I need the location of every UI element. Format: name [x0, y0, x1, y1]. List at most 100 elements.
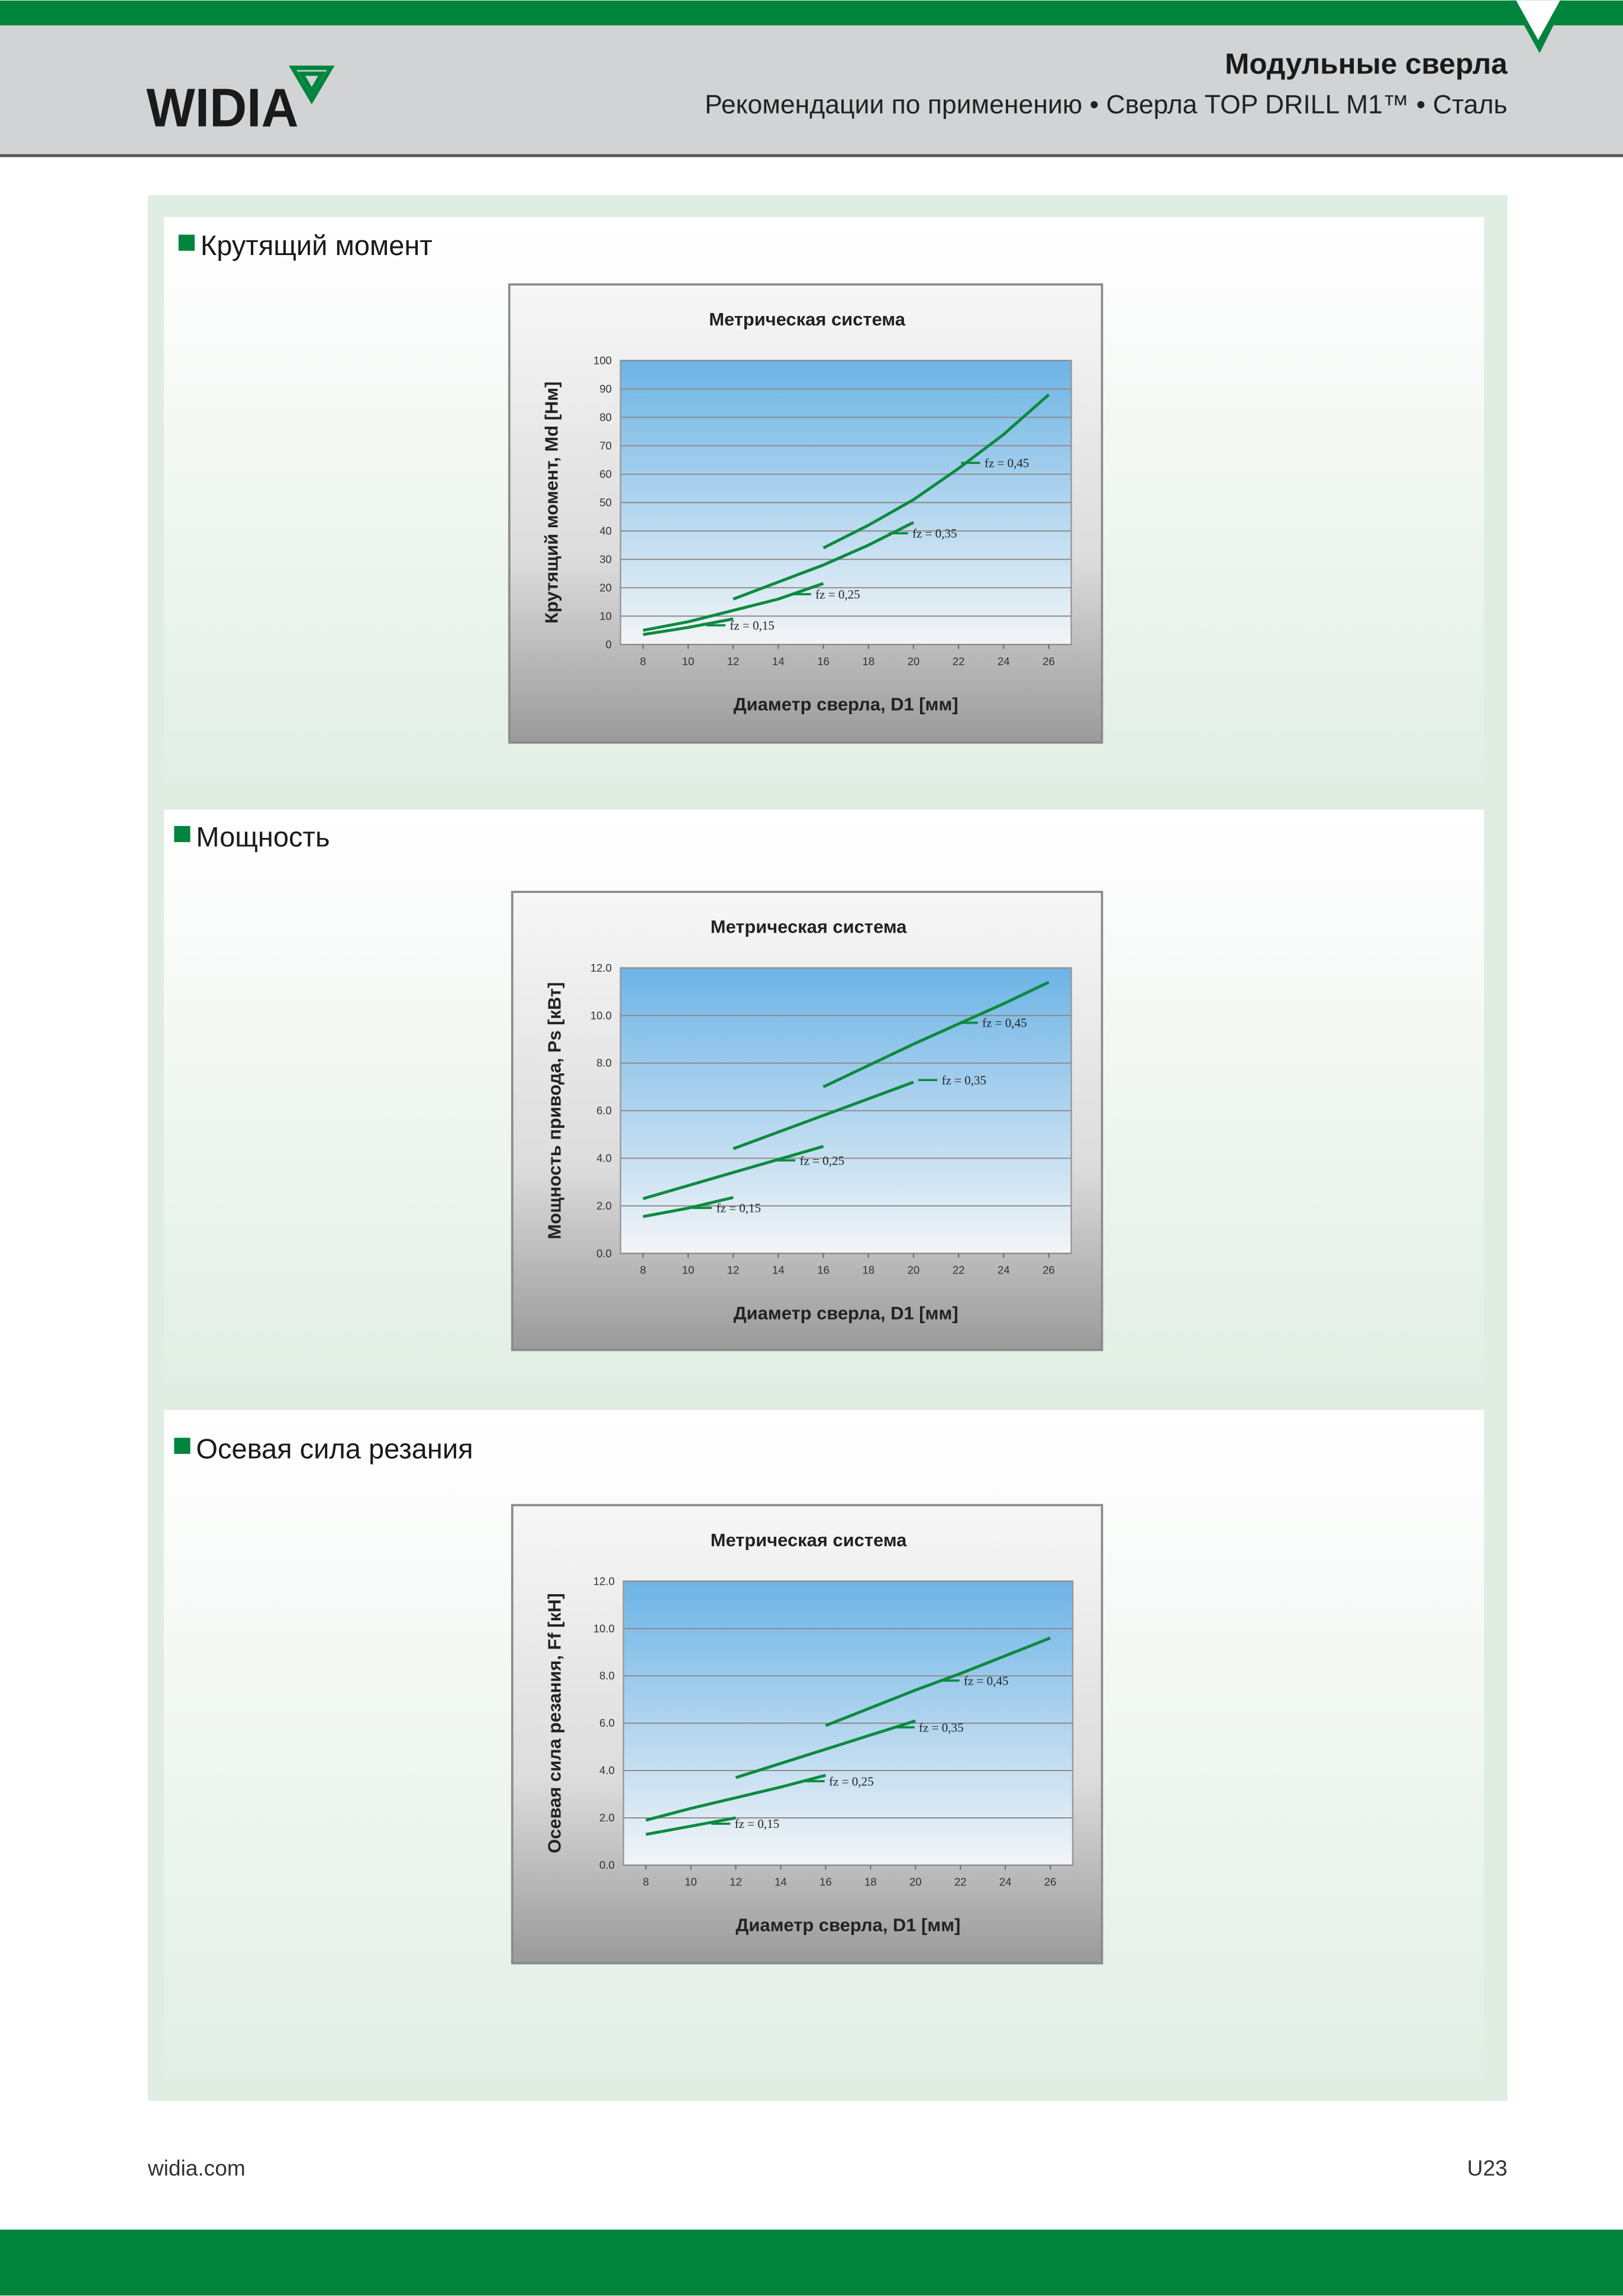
- series-line: [646, 1816, 736, 1836]
- header-title: Модульные сверла: [1225, 48, 1508, 80]
- footer-url: widia.com: [147, 2155, 246, 2180]
- y-tick-label: 80: [599, 411, 612, 423]
- x-tick-label: 18: [862, 655, 875, 667]
- series-line: [822, 394, 1050, 550]
- chart-title: Метрическая система: [709, 309, 905, 330]
- y-tick-label: 10.0: [591, 1009, 612, 1021]
- series-line: [733, 1081, 914, 1150]
- series-label: fz = 0,15: [730, 618, 774, 633]
- x-tick-label: 22: [953, 655, 965, 667]
- series-label: fz = 0,45: [982, 1016, 1027, 1030]
- chart-title: Метрическая система: [711, 1530, 907, 1550]
- y-tick-label: 20: [599, 581, 612, 594]
- series-label: fz = 0,35: [919, 1720, 963, 1734]
- y-tick-label: 60: [599, 467, 612, 480]
- section-heading: Мощность: [196, 821, 330, 852]
- page-number: U23: [1467, 2155, 1508, 2180]
- series-label: fz = 0,15: [735, 1817, 779, 1831]
- series-label: fz = 0,45: [964, 1673, 1008, 1688]
- series-label: fz = 0,35: [912, 527, 957, 541]
- y-tick-label: 0.0: [599, 1859, 615, 1871]
- x-tick-label: 26: [1043, 1264, 1055, 1276]
- x-tick-label: 8: [640, 1264, 646, 1276]
- y-tick-label: 4.0: [596, 1152, 612, 1164]
- y-tick-label: 30: [599, 553, 612, 565]
- brand-logo: WIDIA: [146, 78, 298, 138]
- x-tick-label: 22: [954, 1876, 967, 1888]
- x-tick-label: 12: [727, 1264, 740, 1276]
- section-heading: Крутящий момент: [201, 230, 433, 261]
- section-heading: Осевая сила резания: [196, 1433, 473, 1464]
- series-line: [643, 617, 734, 636]
- x-tick-label: 10: [685, 1876, 697, 1888]
- y-tick-label: 0.0: [596, 1247, 612, 1259]
- y-axis-label: Крутящий момент, Md [Нм]: [541, 382, 562, 624]
- y-tick-label: 4.0: [599, 1764, 615, 1776]
- x-tick-label: 8: [640, 655, 646, 667]
- header-subtitle: Рекомендации по применению • Сверла TOP …: [705, 90, 1508, 119]
- x-tick-label: 22: [953, 1264, 965, 1276]
- y-tick-label: 2.0: [596, 1199, 612, 1212]
- series-label: fz = 0,25: [800, 1153, 844, 1168]
- x-axis-label: Диаметр сверла, D1 [мм]: [734, 1302, 959, 1323]
- x-tick-label: 8: [643, 1876, 648, 1888]
- y-axis-label: Осевая сила резания, Ff [кН]: [544, 1593, 564, 1853]
- y-tick-label: 8.0: [599, 1669, 615, 1682]
- y-tick-label: 12.0: [593, 1575, 615, 1587]
- x-tick-label: 16: [817, 1264, 830, 1276]
- series-line: [822, 981, 1050, 1088]
- y-axis-label: Мощность привода, Ps [кВт]: [544, 982, 564, 1240]
- bottom-band: [0, 2229, 1623, 2296]
- series-label: fz = 0,45: [985, 456, 1029, 470]
- x-tick-label: 24: [998, 655, 1010, 667]
- y-tick-label: 10: [599, 610, 612, 622]
- x-tick-label: 12: [727, 655, 740, 667]
- series-line: [825, 1636, 1051, 1727]
- logo-mark: [289, 65, 335, 105]
- series-line: [733, 521, 915, 601]
- x-tick-label: 12: [730, 1876, 742, 1888]
- x-tick-label: 24: [999, 1876, 1012, 1888]
- x-tick-label: 14: [772, 1264, 785, 1276]
- series-label: fz = 0,35: [941, 1073, 986, 1088]
- y-tick-label: 10.0: [593, 1622, 615, 1634]
- header-bar: [0, 25, 1623, 154]
- section-marker: [174, 825, 191, 843]
- top-band: [0, 0, 1623, 25]
- y-tick-label: 100: [593, 354, 612, 366]
- x-tick-label: 26: [1043, 655, 1055, 667]
- y-tick-label: 12.0: [591, 962, 612, 974]
- y-tick-label: 6.0: [596, 1104, 612, 1117]
- x-tick-label: 20: [908, 1264, 920, 1276]
- series-line: [735, 1719, 916, 1779]
- series-label: fz = 0,25: [815, 588, 860, 602]
- series-label: fz = 0,15: [717, 1201, 761, 1215]
- x-tick-label: 16: [817, 655, 830, 667]
- y-tick-label: 2.0: [599, 1811, 615, 1824]
- x-tick-label: 20: [909, 1876, 922, 1888]
- chart-title: Метрическая система: [711, 916, 907, 937]
- x-axis-label: Диаметр сверла, D1 [мм]: [734, 694, 959, 714]
- y-tick-label: 90: [599, 382, 612, 395]
- corner-mark-inner: [1516, 0, 1560, 40]
- series-line: [643, 1196, 734, 1218]
- y-tick-label: 40: [599, 524, 612, 537]
- x-tick-label: 10: [682, 655, 695, 667]
- y-tick-label: 6.0: [599, 1717, 615, 1729]
- x-tick-label: 14: [775, 1876, 787, 1888]
- section-marker: [174, 1437, 191, 1454]
- x-tick-label: 10: [682, 1264, 695, 1276]
- y-tick-label: 50: [599, 496, 612, 508]
- y-tick-label: 8.0: [596, 1057, 612, 1069]
- section-marker: [178, 234, 195, 251]
- x-tick-label: 24: [998, 1264, 1010, 1276]
- series-line: [643, 1144, 824, 1201]
- header-rule: [0, 154, 1623, 157]
- y-tick-label: 0: [606, 638, 612, 650]
- x-tick-label: 14: [772, 655, 785, 667]
- y-tick-label: 70: [599, 439, 612, 452]
- x-tick-label: 18: [862, 1264, 875, 1276]
- x-tick-label: 18: [864, 1876, 877, 1888]
